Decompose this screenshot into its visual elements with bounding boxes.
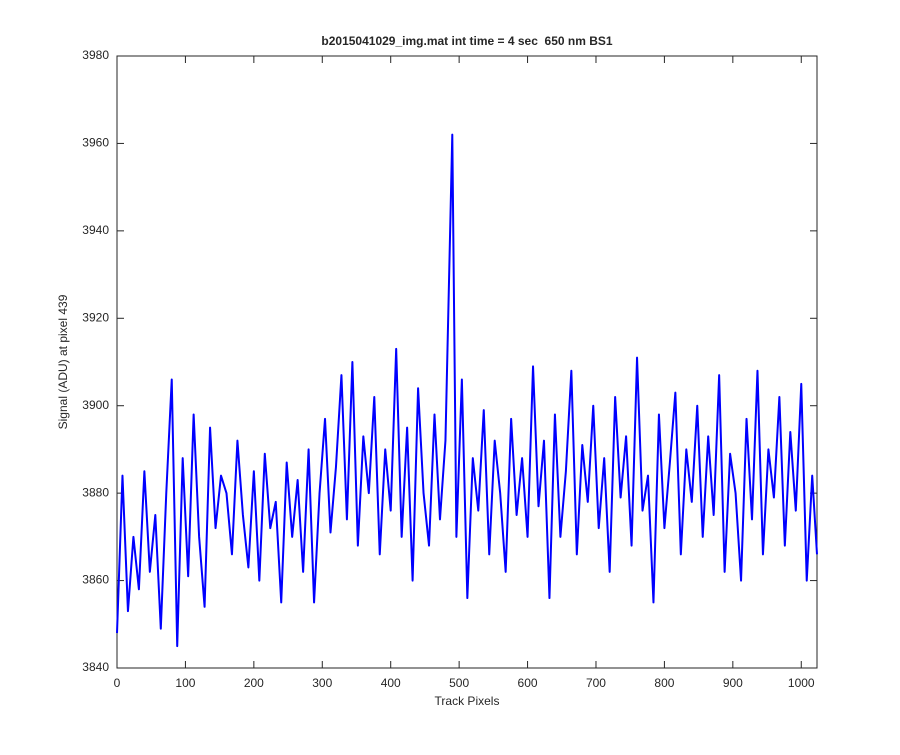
y-tick-label: 3900 (82, 398, 109, 412)
y-tick-label: 3940 (82, 223, 109, 237)
y-tick-label: 3840 (82, 660, 109, 674)
x-tick-label: 500 (449, 676, 469, 690)
x-tick-label: 800 (654, 676, 674, 690)
y-tick-label: 3960 (82, 136, 109, 150)
x-tick-label: 900 (723, 676, 743, 690)
y-tick-label: 3980 (82, 48, 109, 62)
y-tick-label: 3860 (82, 573, 109, 587)
x-tick-label: 400 (381, 676, 401, 690)
x-tick-label: 300 (312, 676, 332, 690)
x-tick-label: 700 (586, 676, 606, 690)
y-tick-label: 3880 (82, 485, 109, 499)
chart-title: b2015041029_img.mat int time = 4 sec 650… (321, 34, 612, 48)
y-tick-label: 3920 (82, 310, 109, 324)
axes-box (116, 55, 818, 669)
x-tick-label: 1000 (788, 676, 815, 690)
x-tick-label: 100 (175, 676, 195, 690)
x-tick-label: 0 (114, 676, 121, 690)
x-axis-label: Track Pixels (435, 694, 500, 708)
y-axis-label: Signal (ADU) at pixel 439 (56, 294, 70, 429)
x-tick-label: 200 (244, 676, 264, 690)
x-tick-label: 600 (518, 676, 538, 690)
data-line (116, 133, 818, 648)
